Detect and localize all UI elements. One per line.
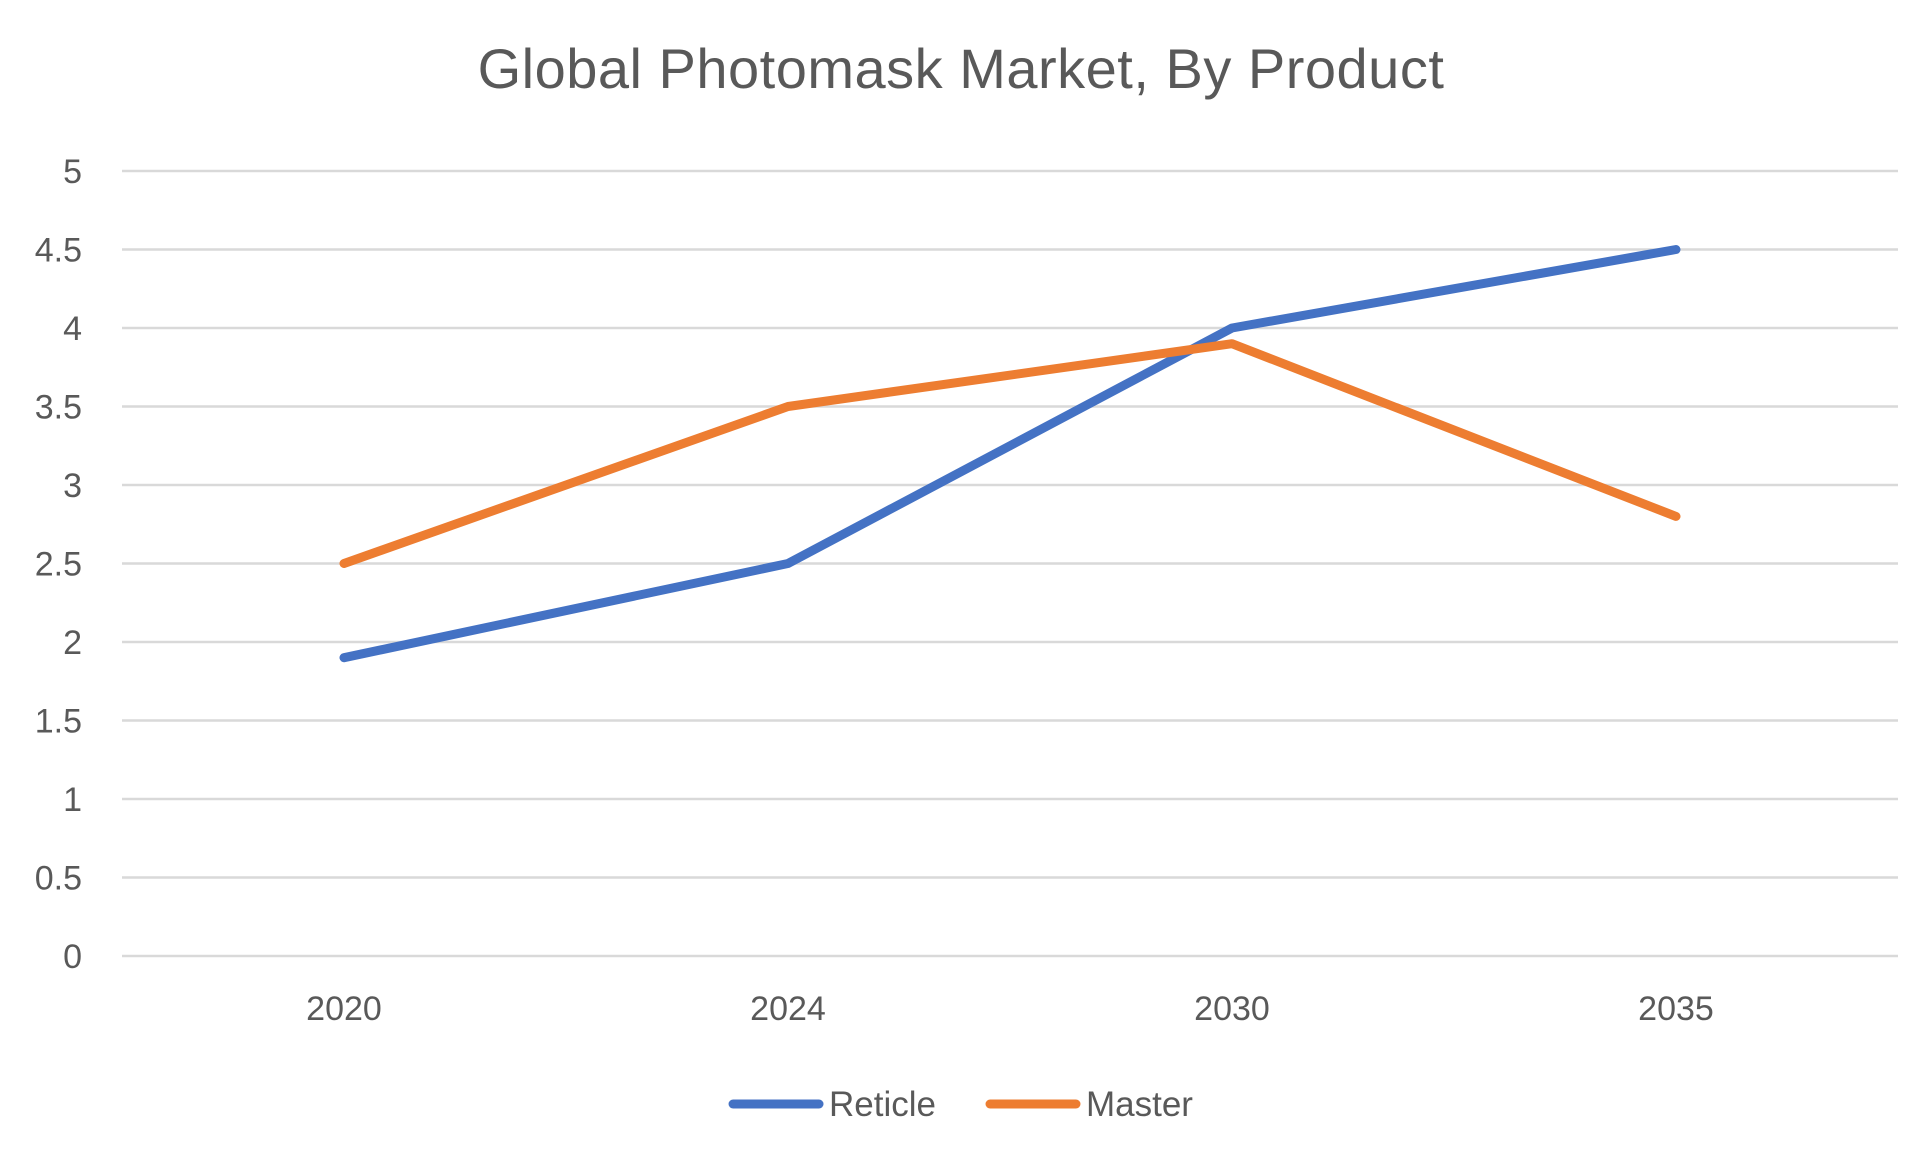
y-tick-label: 4.5	[35, 232, 82, 270]
y-tick-label: 3.5	[35, 389, 82, 427]
y-tick-label: 0.5	[35, 860, 82, 898]
series-lines	[339, 245, 1681, 663]
series-line-master	[339, 339, 1681, 568]
y-tick-label: 1.5	[35, 703, 82, 741]
y-tick-label: 1	[63, 781, 82, 819]
chart-title: Global Photomask Market, By Product	[477, 37, 1445, 100]
legend-item-master: Master	[985, 1085, 1193, 1124]
legend-label: Master	[1086, 1085, 1193, 1124]
gridlines	[122, 169, 1898, 958]
y-tick-label: 5	[63, 153, 82, 191]
y-tick-label: 2	[63, 624, 82, 662]
y-axis-tick-labels: 0 0.5 1 1.5 2 2.5 3 3.5 4 4.5 5	[35, 153, 82, 976]
x-tick-label: 2035	[1638, 990, 1714, 1028]
x-tick-label: 2020	[306, 990, 382, 1028]
y-tick-label: 4	[63, 310, 82, 348]
x-tick-label: 2030	[1194, 990, 1270, 1028]
y-tick-label: 0	[63, 938, 82, 976]
y-tick-label: 3	[63, 467, 82, 505]
legend-label: Reticle	[829, 1085, 936, 1124]
y-tick-label: 2.5	[35, 546, 82, 584]
x-axis-tick-labels: 2020 2024 2030 2035	[306, 990, 1714, 1028]
legend: Reticle Master	[728, 1085, 1193, 1124]
series-line-reticle	[339, 245, 1681, 663]
x-tick-label: 2024	[750, 990, 826, 1028]
legend-item-reticle: Reticle	[728, 1085, 936, 1124]
